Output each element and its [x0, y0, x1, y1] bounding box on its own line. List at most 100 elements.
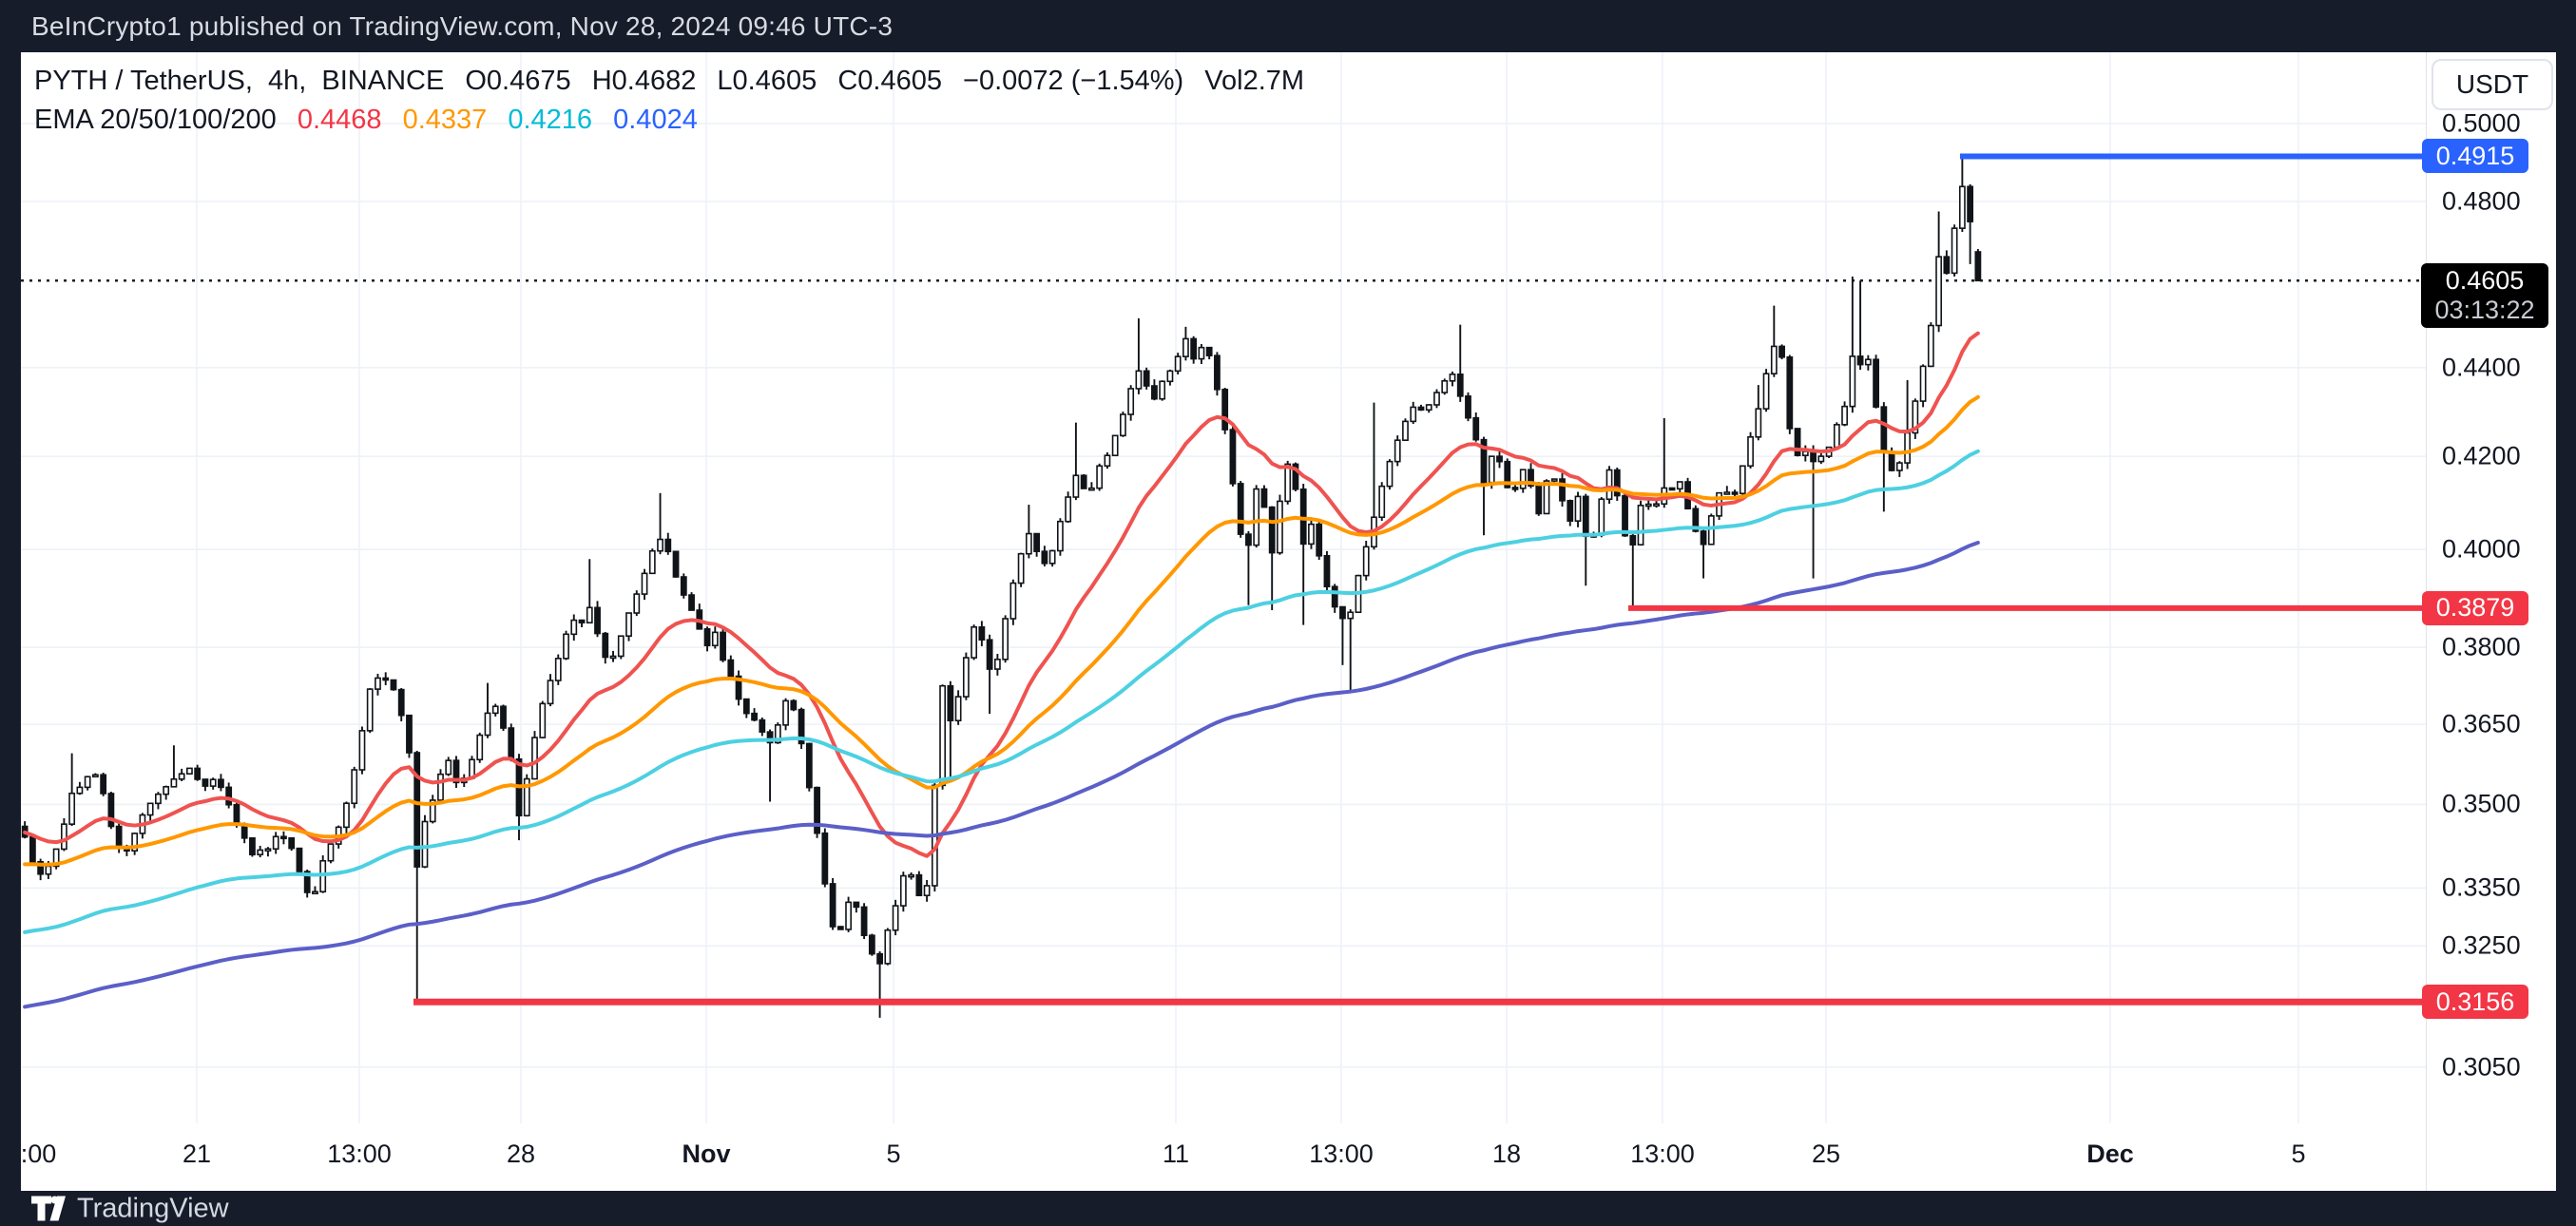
candle-body-up: [782, 699, 789, 726]
chart-panel[interactable]: 3:00 21 13:00 28 Nov 5 11 13:00 18 13:00 25 Dec 5 PY…: [21, 52, 2555, 1191]
candle-body-up: [1362, 546, 1370, 577]
time-tick-label: 21: [182, 1140, 212, 1168]
badge-tick-dash: [2415, 605, 2424, 611]
time-tick-label: 5: [2291, 1140, 2306, 1168]
candle-body-up: [633, 593, 641, 614]
candle-body-up: [1277, 500, 1283, 554]
candle-body-down: [397, 688, 405, 717]
ema-label: EMA 20/50/100/200: [34, 105, 277, 135]
candle-body-up: [1935, 256, 1943, 327]
candle-body-up: [1644, 503, 1652, 508]
candle-body-up: [625, 612, 632, 638]
price-axis[interactable]: USDT 0.5000 0.4800 0.4400 0.4200 0.4000 0.380…: [2415, 52, 2556, 1191]
candle-body-up: [1159, 380, 1166, 400]
candle-body-down: [1214, 354, 1221, 391]
candle-body-up: [641, 572, 648, 595]
candle-body-up: [1433, 392, 1440, 406]
candle-body-up: [1198, 346, 1205, 360]
candle-body-down: [303, 871, 311, 893]
candle-body-down: [390, 679, 397, 691]
candle-body-up: [899, 874, 907, 907]
candle-body-down: [798, 708, 805, 745]
candle-body-down: [452, 759, 460, 784]
candle-body-up: [993, 659, 1001, 670]
candle-body-down: [1786, 355, 1794, 430]
candle-body-down: [1229, 429, 1237, 485]
currency-toggle-button[interactable]: USDT: [2432, 59, 2553, 110]
candle-body-up: [570, 619, 578, 636]
time-axis[interactable]: 3:00 21 13:00 28 Nov 5 11 13:00 18 13:00 25 Dec 5: [21, 1123, 2426, 1191]
candle-body-up: [1449, 374, 1456, 382]
candle-body-down: [1205, 346, 1213, 356]
candle-body-up: [1747, 435, 1754, 468]
candle-body-up: [1951, 227, 1958, 275]
candle-body-down: [1221, 388, 1229, 431]
candle-body-up: [1598, 498, 1605, 536]
candle-body-up: [1676, 481, 1683, 490]
candle-body-down: [1731, 491, 1739, 495]
candle-body-up: [1441, 380, 1449, 393]
candle-body-up: [1009, 582, 1017, 620]
candle-body-up: [1017, 552, 1025, 584]
candle-body-down: [225, 786, 233, 806]
candle-body-up: [1394, 439, 1401, 463]
time-tick-label: 13:00: [327, 1140, 392, 1168]
candle-body-up: [1104, 454, 1111, 468]
candle-body-up: [1002, 618, 1009, 661]
ema-legend-row: EMA 20/50/100/200 0.4468 0.4337 0.4216 0…: [34, 101, 1317, 140]
candle-body-up: [939, 684, 947, 787]
candle-body-up: [1488, 455, 1495, 484]
candle-body-up: [1166, 370, 1174, 383]
candle-body-down: [602, 632, 609, 659]
time-tick-label: Nov: [682, 1140, 731, 1168]
ema-20-line: [23, 331, 1980, 858]
candle-body-down: [1528, 469, 1534, 487]
candle-body-up: [76, 786, 84, 795]
candle-body-up: [962, 657, 970, 698]
candle-body-down: [508, 727, 515, 760]
candle-body-down: [688, 594, 695, 611]
candle-body-up: [1111, 434, 1119, 457]
candle-body-up: [437, 773, 444, 801]
candle-body-down: [1190, 337, 1198, 360]
candle-body-up: [343, 802, 350, 829]
candle-body-up: [1127, 388, 1135, 415]
candle-body-up: [774, 724, 781, 744]
candle-body-down: [1974, 251, 1982, 282]
footer-bar: TradingView: [0, 1191, 2576, 1226]
candle-body-down: [413, 752, 421, 868]
candle-body-down: [1323, 554, 1331, 588]
candle-body-up: [1762, 373, 1770, 410]
candle-body-down: [1339, 605, 1346, 620]
candle-body-up: [531, 737, 538, 780]
candle-body-down: [915, 873, 923, 897]
candle-body-up: [657, 538, 663, 552]
candle-body-up: [1087, 487, 1095, 491]
candle-body-down: [680, 576, 687, 596]
ema100-value: 0.4216: [508, 105, 593, 135]
price-chart[interactable]: [21, 52, 2426, 1123]
candle-body-down: [1511, 487, 1519, 490]
candle-body-down: [406, 714, 413, 754]
candle-body-up: [1958, 185, 1966, 229]
candle-body-up: [971, 625, 978, 659]
candle-body-down: [829, 883, 836, 928]
candle-body-down: [860, 906, 868, 937]
time-tick-label: 28: [506, 1140, 536, 1168]
candle-body-up: [1817, 455, 1825, 463]
candle-body-down: [853, 901, 860, 909]
candle-body-up: [539, 702, 547, 738]
tradingview-brand-link[interactable]: TradingView: [31, 1193, 229, 1224]
candle-body-up: [1096, 465, 1104, 489]
candle-body-down: [218, 778, 224, 789]
candle-body-up: [1065, 496, 1072, 523]
candle-body-up: [146, 802, 154, 816]
candle-body-up: [327, 843, 335, 862]
candle-body-down: [1582, 495, 1589, 537]
candle-body-up: [1919, 365, 1927, 402]
candle-body-up: [1550, 478, 1558, 482]
candle-body-down: [947, 684, 954, 722]
price-tick-label: 0.4200: [2442, 441, 2521, 470]
candle-body-down: [742, 698, 750, 715]
candle-body-down: [751, 712, 758, 721]
